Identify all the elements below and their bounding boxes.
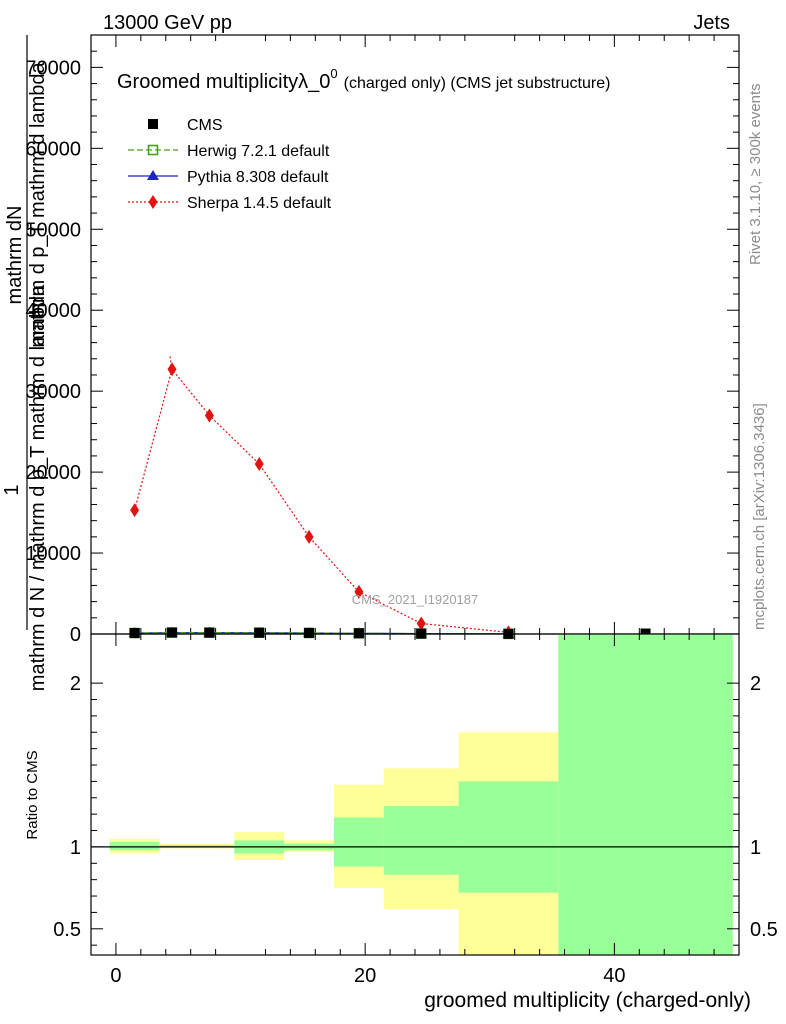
main-y-ticks: 0 10000 20000 30000 40000 50000 60000 70000 — [25, 34, 739, 646]
legend-marker — [148, 119, 158, 129]
cms-point — [353, 628, 364, 639]
ratio-green-band — [558, 634, 733, 955]
sherpa-point — [416, 616, 426, 631]
cms-point — [167, 627, 177, 638]
y-tick-label: 10000 — [25, 543, 81, 565]
ratio-y-tick-label-right: 1 — [750, 837, 761, 859]
cms-point — [254, 627, 265, 638]
ylabel-one: 1 — [1, 484, 23, 495]
ratio-y-label: Ratio to CMS — [24, 750, 41, 839]
ratio-y-tick-label: 0.5 — [53, 919, 81, 941]
main-y-label: mathrm dN mathrm d p_T mathrm d lambda 1… — [1, 35, 49, 691]
legend-label: Herwig 7.2.1 default — [187, 143, 330, 160]
svg-text:Groomed multiplicityλ_00(charg: Groomed multiplicityλ_00 (charged only) (… — [117, 66, 610, 93]
sherpa-point — [204, 408, 214, 423]
ratio-frame — [90, 633, 740, 956]
category-label: Jets — [693, 12, 730, 34]
ratio-y-tick-label-right: 0.5 — [750, 919, 778, 941]
title-lambda: λ_0 — [298, 71, 330, 93]
ylabel-numerator: mathrm dN — [4, 206, 26, 305]
legend-item-pythia: Pythia 8.308 default — [128, 169, 329, 186]
legend-label: Sherpa 1.4.5 default — [187, 195, 332, 212]
x-tick-label: 40 — [603, 965, 625, 987]
x-axis-label: groomed multiplicity (charged-only) — [424, 989, 751, 1012]
ylabel-overlap: mathrm d p_T mathrm d lambda — [27, 61, 49, 347]
legend-label: CMS — [187, 117, 223, 134]
x-tick-label: 0 — [110, 965, 121, 987]
main-title: Groomed multiplicityλ_00 (charged only) (… — [117, 66, 610, 93]
ratio-green-band — [383, 805, 459, 875]
rivet-label: Rivet 3.1.10, ≥ 300k events — [747, 83, 764, 265]
cms-point — [129, 628, 140, 639]
legend-item-sherpa: Sherpa 1.4.5 default — [128, 195, 332, 212]
y-tick-label: 50000 — [25, 219, 81, 241]
mcplots-label: mcplots.cern.ch [arXiv:1306.3436] — [751, 403, 768, 630]
energy-label: 13000 GeV pp — [103, 12, 232, 34]
ratio-green-band — [109, 841, 160, 851]
main-panel: 0 10000 20000 30000 40000 50000 60000 70000 CMS… — [25, 34, 740, 646]
legend: CMS Herwig 7.2.1 default Pythia 8.308 defa… — [128, 117, 332, 212]
ratio-y-tick-label-right: 2 — [750, 673, 761, 695]
y-tick-label: 70000 — [25, 57, 81, 79]
ylabel-denominator: mathrm d N / mathrm d p_T mathrm d lambd… — [27, 284, 49, 691]
legend-item-herwig: Herwig 7.2.1 default — [128, 143, 330, 160]
legend-label: Pythia 8.308 default — [187, 169, 329, 186]
ratio-green-band — [458, 781, 559, 893]
sherpa-point — [254, 457, 264, 472]
watermark: CMS_2021_I1920187 — [352, 592, 479, 607]
cms-point — [304, 627, 315, 638]
legend-marker — [147, 144, 159, 156]
cms-point — [204, 627, 215, 638]
sherpa-point — [130, 503, 140, 518]
herwig-line — [134, 631, 509, 635]
y-tick-label: 0 — [70, 624, 81, 646]
sherpa-point — [304, 529, 314, 544]
ratio-y-tick-label: 2 — [70, 673, 81, 695]
title-rest: (charged only) (CMS jet substructure) — [344, 75, 611, 92]
title-sup: 0 — [330, 66, 337, 81]
title-main: Groomed multiplicity — [117, 71, 298, 93]
ratio-green-band — [334, 817, 384, 867]
legend-item-cms: CMS — [148, 117, 223, 134]
legend-marker — [148, 195, 158, 209]
sherpa-point — [354, 584, 364, 599]
sherpa-point — [167, 362, 177, 377]
legend-marker — [147, 170, 159, 180]
ratio-bands — [109, 634, 733, 955]
y-tick-label: 40000 — [25, 300, 81, 322]
ratio-ticks: 0.5 0.51 12 20 20 40 — [53, 634, 778, 987]
y-tick-label: 20000 — [25, 462, 81, 484]
y-tick-label: 60000 — [25, 138, 81, 160]
y-tick-label: 30000 — [25, 381, 81, 403]
ratio-y-tick-label: 1 — [70, 837, 81, 859]
x-tick-label: 20 — [354, 965, 376, 987]
ratio-panel: 0.5 0.51 12 20 20 40 — [53, 633, 778, 987]
